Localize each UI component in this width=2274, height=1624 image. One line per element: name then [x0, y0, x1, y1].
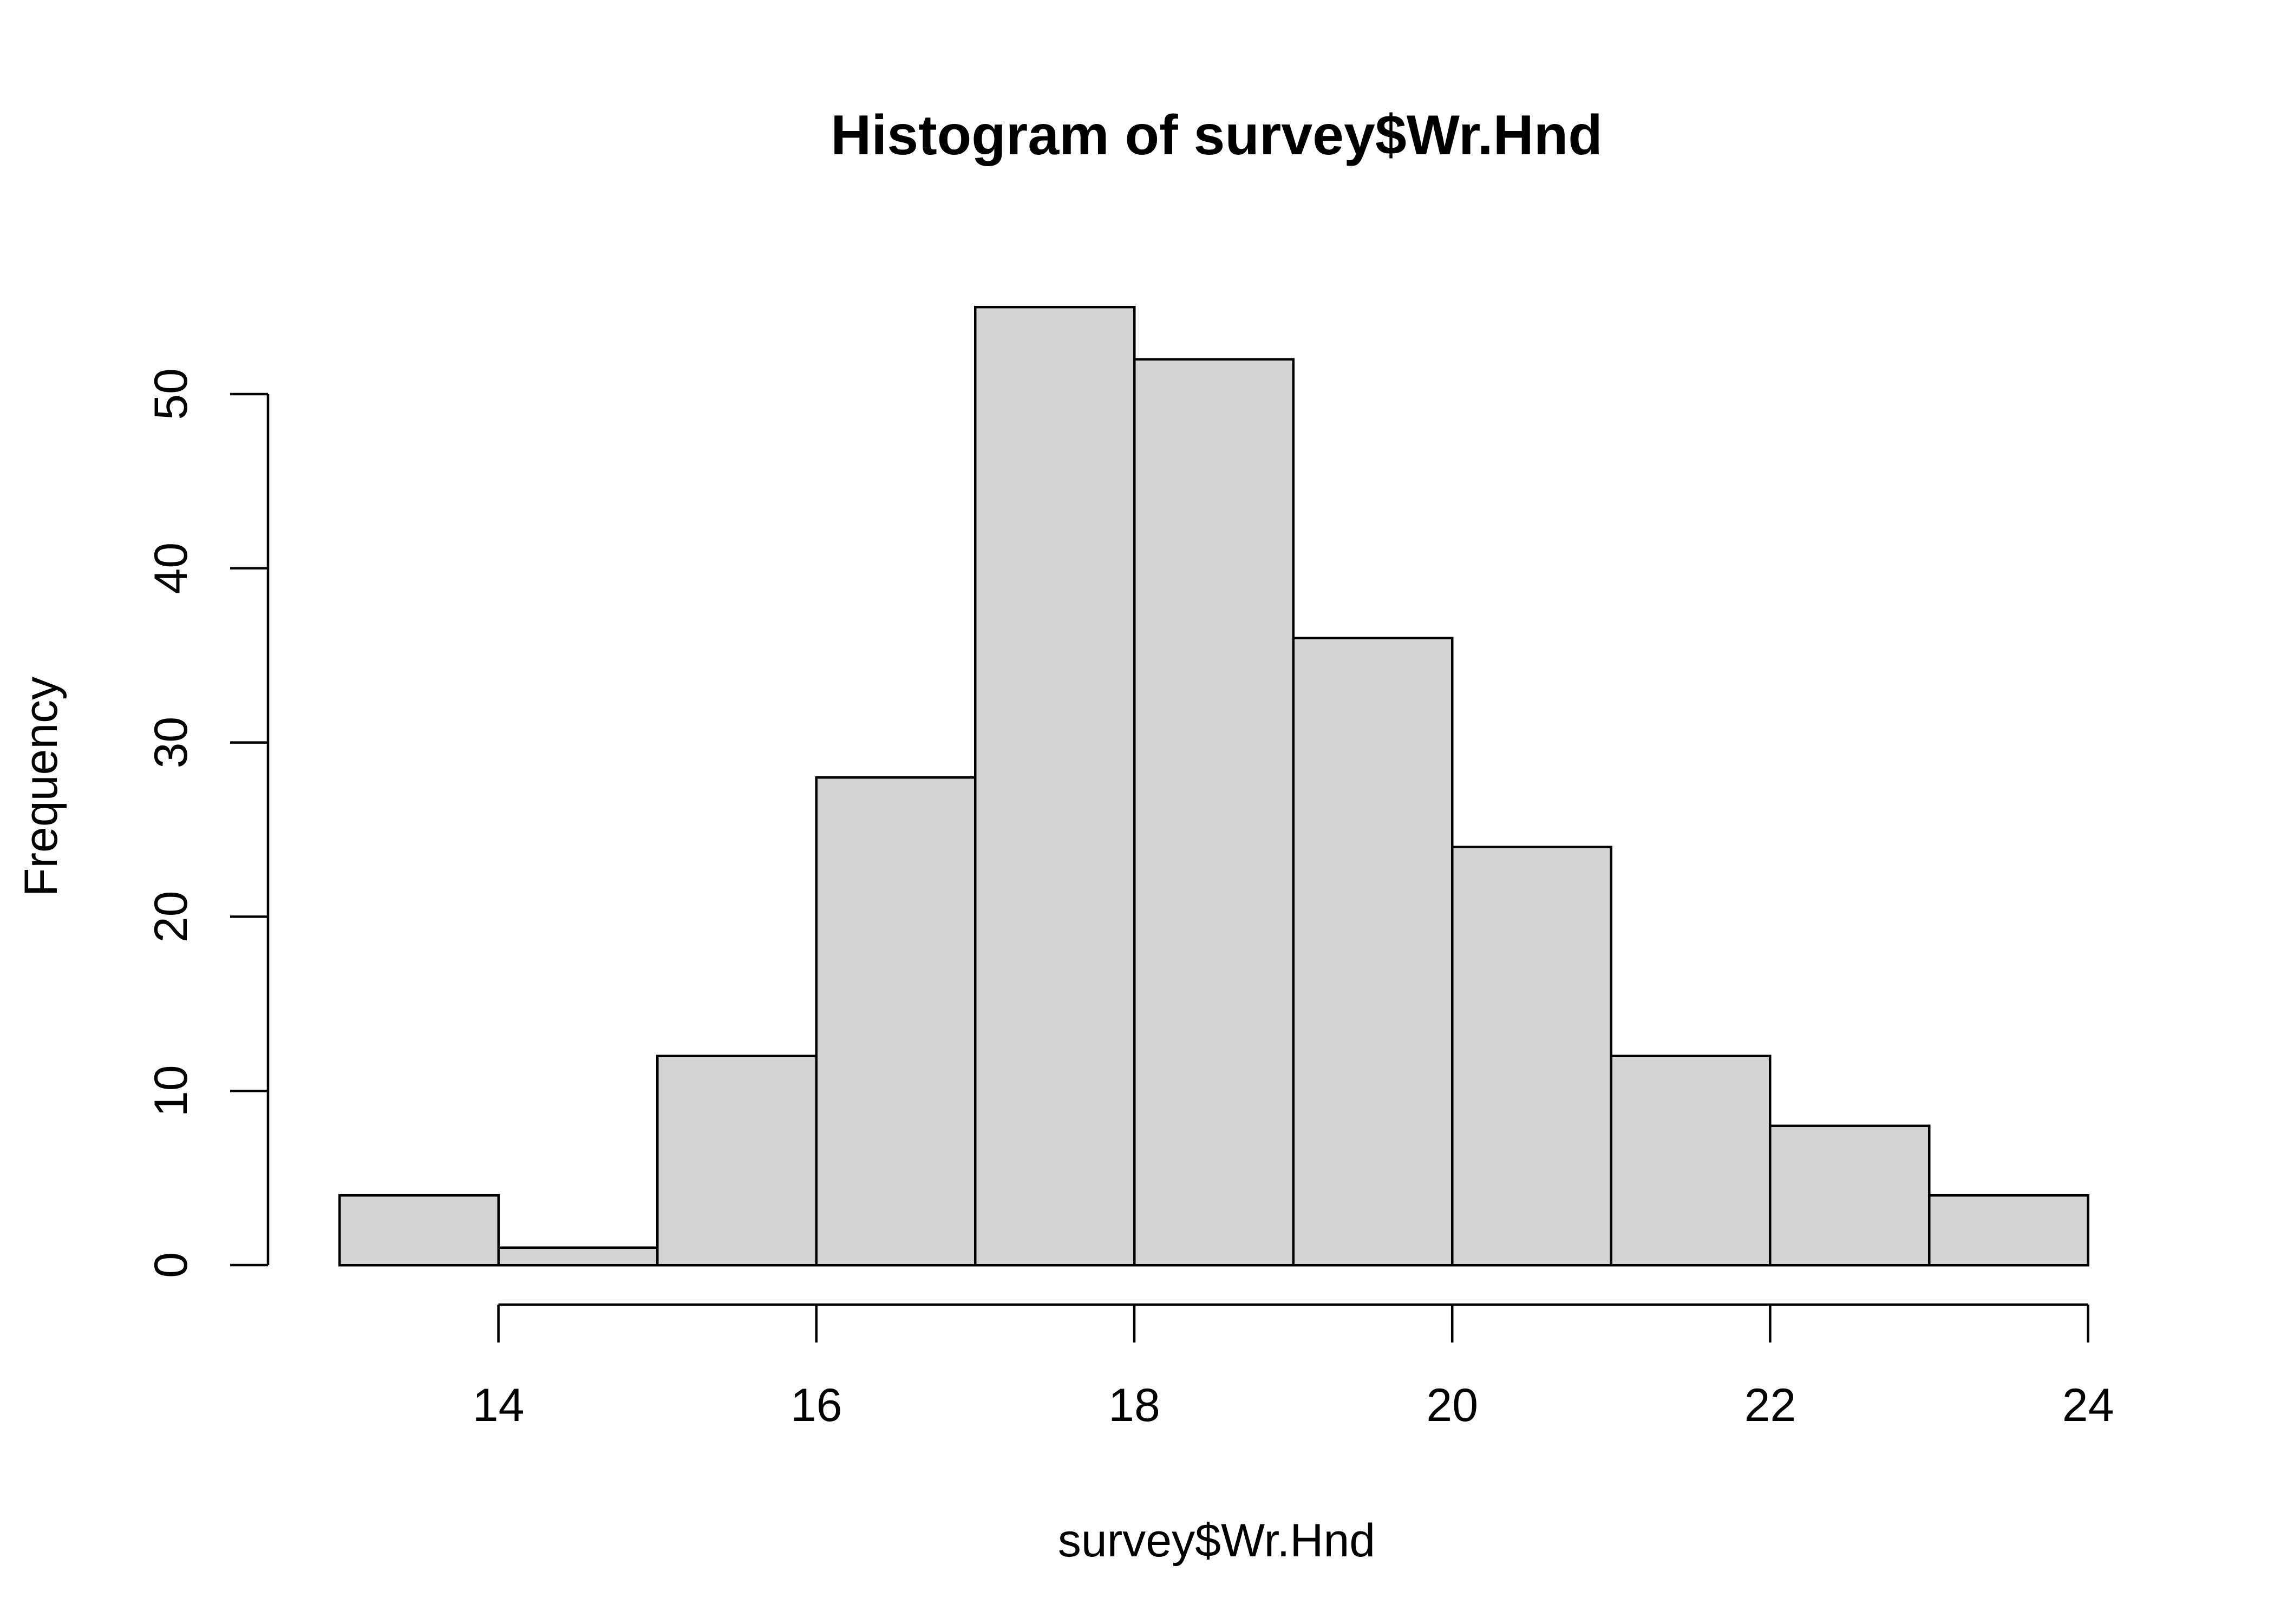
- histogram-bar-13-14: [338, 1194, 500, 1267]
- y-tick-label: 40: [145, 542, 197, 594]
- histogram-bar-15-16: [656, 1055, 818, 1267]
- x-axis: 14 16 18 20 22 24: [473, 1303, 2114, 1431]
- y-tick-label: 30: [145, 717, 197, 769]
- histogram-bar-23-24: [1927, 1194, 2089, 1267]
- x-tick-label: 22: [1744, 1379, 1796, 1431]
- histogram-bar-14-15: [497, 1246, 659, 1267]
- histogram-bar-18-19: [1133, 358, 1295, 1267]
- histogram-bar-20-21: [1450, 846, 1613, 1267]
- x-tick-label: 14: [473, 1379, 525, 1431]
- histogram-bar-17-18: [974, 305, 1136, 1267]
- y-tick-label: 50: [145, 368, 197, 420]
- chart-title: Histogram of survey$Wr.Hnd: [831, 104, 1603, 167]
- y-tick-label: 10: [145, 1065, 197, 1117]
- y-axis-title: Frequency: [15, 677, 67, 896]
- x-axis-title: survey$Wr.Hnd: [1058, 1515, 1375, 1567]
- histogram-bar-16-17: [815, 776, 977, 1267]
- histogram-bar-19-20: [1292, 637, 1454, 1267]
- x-tick-label: 20: [1426, 1379, 1478, 1431]
- histogram-bar-21-22: [1610, 1055, 1772, 1267]
- x-tick-label: 24: [2062, 1379, 2114, 1431]
- y-axis: 0 10 20 30 40 50: [145, 368, 270, 1278]
- y-tick-label: 20: [145, 891, 197, 943]
- x-tick-label: 16: [790, 1379, 842, 1431]
- bars-group: [338, 305, 2089, 1267]
- histogram-bar-22-23: [1769, 1124, 1931, 1267]
- x-tick-label: 18: [1108, 1379, 1160, 1431]
- y-tick-label: 0: [145, 1252, 197, 1278]
